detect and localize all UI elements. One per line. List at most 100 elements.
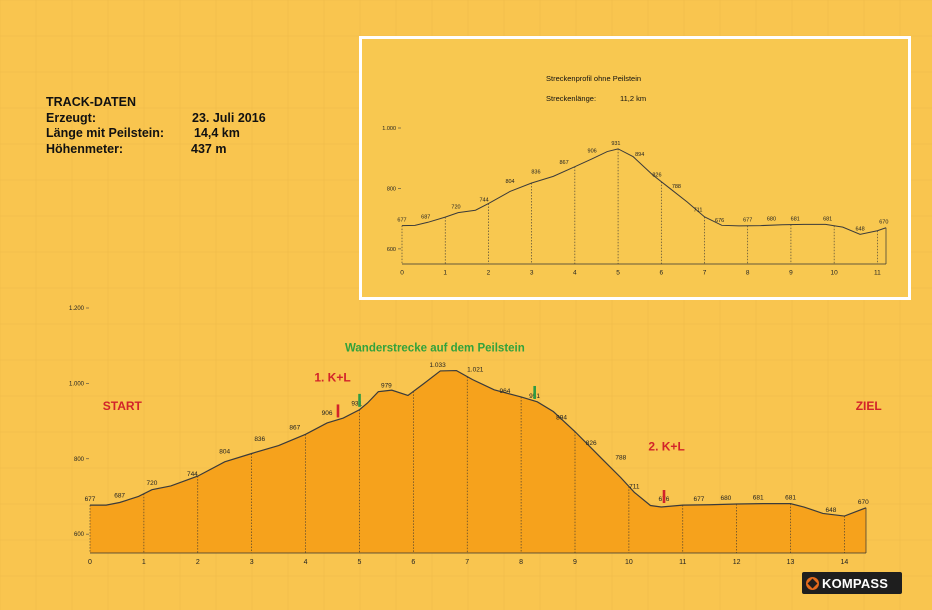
- point-label: 788: [615, 454, 626, 461]
- x-tick-label: 4: [573, 270, 577, 277]
- x-tick-label: 0: [88, 559, 92, 566]
- point-label: 826: [586, 440, 597, 447]
- y-tick-label: 600: [387, 247, 396, 253]
- x-tick-label: 7: [465, 559, 469, 566]
- x-tick-label: 13: [787, 559, 795, 566]
- point-label: 711: [629, 483, 640, 490]
- point-label: 676: [715, 218, 724, 224]
- y-tick-label: 800: [74, 457, 85, 463]
- x-tick-label: 1: [142, 559, 146, 566]
- profile-line: [401, 148, 887, 235]
- track-heading: TRACK-DATEN: [46, 95, 137, 109]
- y-tick-label: 800: [387, 186, 396, 192]
- x-tick-label: 1: [443, 270, 447, 277]
- point-label: 836: [254, 436, 265, 443]
- point-label: 906: [588, 148, 597, 154]
- inset-length-label: Streckenlänge:: [546, 94, 597, 103]
- point-label: 804: [505, 179, 514, 185]
- point-label: 681: [791, 216, 800, 222]
- point-label: 894: [635, 152, 644, 158]
- point-label: 979: [381, 382, 392, 389]
- point-label: 670: [879, 220, 888, 226]
- x-tick-label: 14: [841, 559, 849, 566]
- point-label: 677: [694, 496, 705, 503]
- inset-chart-title: Streckenprofil ohne Peilstein: [546, 74, 642, 83]
- x-tick-label: 2: [196, 559, 200, 566]
- point-label: 964: [500, 388, 511, 395]
- x-tick-label: 10: [625, 559, 633, 566]
- x-tick-label: 2: [487, 270, 491, 277]
- red-marker: [662, 490, 666, 503]
- inset-chart-frame: [359, 36, 911, 300]
- point-label: 648: [855, 226, 864, 232]
- point-label: 677: [743, 218, 752, 224]
- elevation-value: 437 m: [191, 141, 227, 156]
- point-label: 687: [114, 492, 125, 499]
- length-value: 14,4 km: [194, 126, 240, 140]
- point-label: 931: [611, 141, 620, 147]
- profile-area: [90, 370, 866, 553]
- x-tick-label: 8: [519, 559, 523, 566]
- point-label: 687: [421, 215, 430, 221]
- y-tick-label: 1.000: [69, 381, 85, 387]
- point-label: 670: [858, 499, 869, 506]
- point-label: 1.021: [467, 366, 484, 373]
- red-marker: [336, 404, 340, 418]
- x-tick-label: 0: [400, 270, 404, 277]
- x-tick-label: 8: [746, 270, 750, 277]
- elevation-label: Höhenmeter:: [46, 141, 124, 156]
- point-label: 867: [289, 425, 300, 432]
- point-label: 894: [556, 414, 567, 421]
- created-label: Erzeugt:: [46, 110, 96, 125]
- point-label: 826: [652, 173, 661, 179]
- green-marker: [358, 393, 361, 407]
- point-label: 931: [351, 400, 362, 407]
- x-tick-label: 4: [304, 559, 308, 566]
- kompass-logo: KOMPASS: [802, 572, 902, 594]
- green-marker: [533, 385, 536, 399]
- annotation-1-k-l: 1. K+L: [314, 371, 350, 385]
- x-tick-label: 5: [357, 559, 361, 566]
- x-tick-label: 10: [831, 270, 839, 277]
- point-label: 680: [720, 495, 731, 502]
- point-label: 677: [397, 218, 406, 224]
- point-label: 680: [767, 217, 776, 223]
- point-label: 804: [219, 448, 230, 455]
- point-label: 788: [672, 184, 681, 190]
- x-tick-label: 6: [411, 559, 415, 566]
- logo-text: KOMPASS: [822, 575, 889, 591]
- point-label: 681: [823, 216, 832, 222]
- point-label: 744: [480, 197, 489, 203]
- point-label: 1.033: [429, 362, 446, 369]
- x-tick-label: 12: [733, 559, 741, 566]
- point-label: 681: [785, 495, 796, 502]
- point-label: 681: [753, 495, 764, 502]
- x-tick-label: 6: [659, 270, 663, 277]
- y-tick-label: 600: [74, 532, 85, 538]
- length-label: Länge mit Peilstein:: [46, 126, 165, 140]
- point-label: 867: [559, 160, 568, 166]
- y-tick-label: 1.000: [382, 126, 396, 132]
- x-tick-label: 9: [573, 559, 577, 566]
- created-value: 23. Juli 2016: [192, 110, 266, 125]
- annotation-2-k-l: 2. K+L: [648, 439, 684, 453]
- point-label: 720: [451, 205, 460, 211]
- annotation-start: START: [103, 399, 143, 413]
- point-label: 648: [826, 507, 837, 514]
- annotation-ziel: ZIEL: [856, 399, 882, 413]
- point-label: 711: [694, 207, 703, 213]
- x-tick-label: 9: [789, 270, 793, 277]
- x-tick-label: 3: [250, 559, 254, 566]
- point-label: 906: [322, 410, 333, 417]
- x-tick-label: 3: [530, 270, 534, 277]
- point-label: 836: [531, 170, 540, 176]
- y-tick-label: 1.200: [69, 306, 85, 312]
- kompass-logo-icon: [806, 576, 819, 590]
- point-label: 744: [187, 471, 198, 478]
- x-tick-label: 11: [874, 270, 881, 277]
- inset-length-value: 11,2 km: [620, 94, 647, 103]
- profile-line: [90, 369, 867, 517]
- x-tick-label: 5: [616, 270, 620, 277]
